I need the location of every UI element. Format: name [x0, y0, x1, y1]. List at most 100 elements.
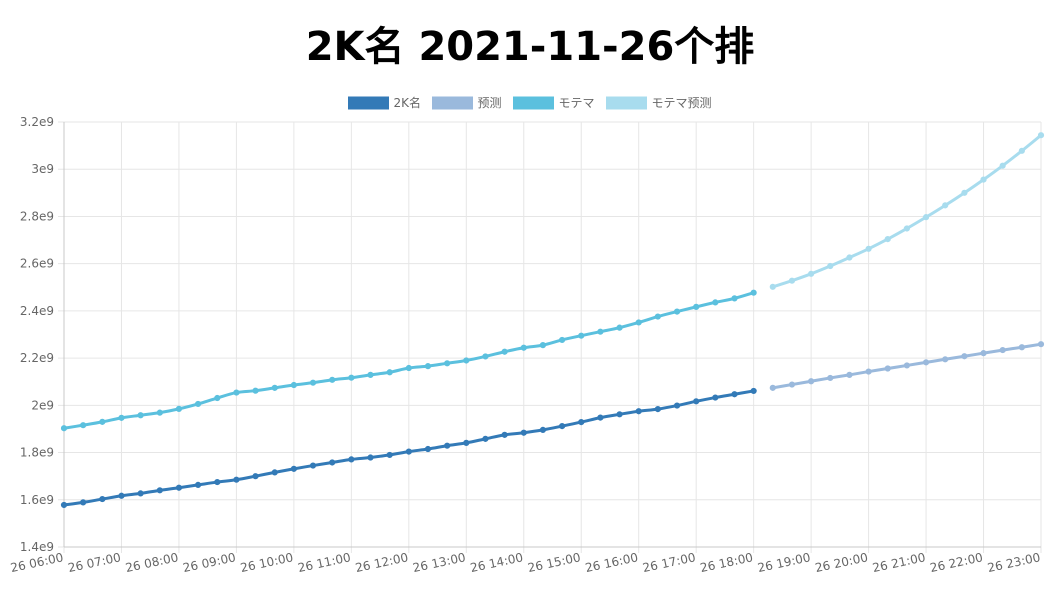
x-tick-label: 26 09:00 [182, 550, 237, 575]
data-point [348, 374, 355, 381]
data-point [424, 363, 432, 370]
data-point [808, 378, 815, 385]
data-point [60, 425, 68, 432]
legend-item[interactable]: 2K名 [348, 95, 422, 110]
data-point [731, 295, 738, 302]
data-point [367, 454, 374, 461]
data-point [118, 492, 125, 499]
data-point [865, 368, 872, 375]
data-point [712, 394, 719, 401]
data-point [961, 189, 968, 196]
data-point [750, 289, 757, 296]
data-point [1037, 132, 1045, 139]
data-point [616, 411, 623, 418]
x-tick-label: 26 07:00 [67, 550, 122, 575]
y-tick-label: 1.8e9 [20, 446, 54, 460]
series-2 [60, 289, 757, 432]
data-point [520, 429, 527, 436]
data-point [1018, 344, 1025, 351]
data-point [539, 342, 547, 349]
data-point [693, 398, 700, 405]
y-tick-label: 3e9 [31, 162, 54, 176]
data-point [980, 350, 987, 357]
data-point [175, 405, 183, 412]
data-point [865, 245, 872, 252]
data-point [903, 225, 911, 232]
x-tick-label: 26 22:00 [929, 550, 984, 575]
data-point [156, 409, 163, 416]
legend-item[interactable]: モテマ [513, 96, 595, 110]
data-point [501, 348, 508, 355]
y-tick-label: 2.4e9 [20, 304, 54, 318]
legend-label: 预测 [478, 96, 502, 110]
data-point [444, 360, 451, 367]
data-point [578, 332, 585, 339]
data-point [463, 439, 470, 446]
data-point [999, 346, 1006, 354]
data-point [654, 313, 661, 320]
data-point [922, 359, 930, 366]
data-point [1037, 341, 1045, 348]
data-point [654, 406, 661, 413]
data-point [156, 487, 163, 494]
data-point [520, 344, 527, 351]
x-tick-label: 26 15:00 [526, 550, 581, 575]
legend: 2K名 预测 モテマ モテマ预测 [348, 95, 712, 110]
legend-swatch [513, 96, 554, 110]
x-tick-label: 26 08:00 [124, 550, 179, 575]
data-point [137, 412, 144, 419]
data-point [194, 400, 202, 408]
data-point [673, 308, 681, 315]
data-point [233, 476, 240, 483]
data-point [616, 324, 623, 331]
y-tick-label: 1.6e9 [20, 493, 54, 507]
data-point [80, 422, 87, 429]
y-tick-label: 1.4e9 [20, 540, 54, 554]
data-point [884, 236, 891, 243]
grid-lines [58, 121, 1042, 553]
data-point [501, 431, 508, 438]
data-point [558, 336, 566, 344]
data-point [788, 381, 796, 388]
axes: 1.4e9 1.6e9 1.8e9 2e9 2.2e9 2.4e9 2.6e9 2.8e9 3e… [9, 115, 1041, 575]
data-point [558, 423, 566, 430]
x-tick-label: 26 11:00 [297, 550, 352, 575]
x-tick-label: 26 19:00 [756, 550, 811, 575]
data-point [329, 459, 336, 466]
data-point [788, 277, 796, 284]
data-point [482, 353, 489, 360]
data-point [60, 501, 68, 509]
legend-item[interactable]: モテマ预测 [606, 96, 712, 110]
data-point [463, 357, 470, 364]
y-tick-label: 3.2e9 [20, 115, 54, 129]
data-point [118, 414, 125, 421]
data-point [194, 481, 202, 489]
x-tick-label: 26 18:00 [699, 550, 754, 575]
x-tick-label: 26 16:00 [584, 550, 639, 575]
data-point [999, 162, 1006, 169]
series-1 [769, 341, 1045, 391]
legend-swatch [348, 96, 389, 110]
data-point [731, 391, 738, 398]
legend-swatch [606, 96, 647, 110]
data-point [348, 456, 355, 463]
y-tick-label: 2.6e9 [20, 257, 54, 271]
data-point [137, 490, 144, 497]
x-tick-label: 26 13:00 [412, 550, 467, 575]
data-point [769, 384, 776, 391]
x-tick-label: 26 12:00 [354, 550, 409, 575]
legend-item[interactable]: 预测 [432, 96, 502, 110]
series-lines [60, 132, 1045, 509]
data-point [1018, 147, 1025, 154]
chart-title: 2K名 2021-11-26个排 [305, 24, 755, 70]
data-point [80, 499, 87, 506]
data-point [252, 387, 259, 394]
data-point [252, 473, 259, 480]
data-point [884, 365, 891, 372]
data-point [808, 270, 815, 277]
data-point [578, 418, 585, 426]
data-point [846, 371, 853, 378]
y-tick-label: 2.2e9 [20, 351, 54, 365]
data-point [769, 283, 776, 290]
